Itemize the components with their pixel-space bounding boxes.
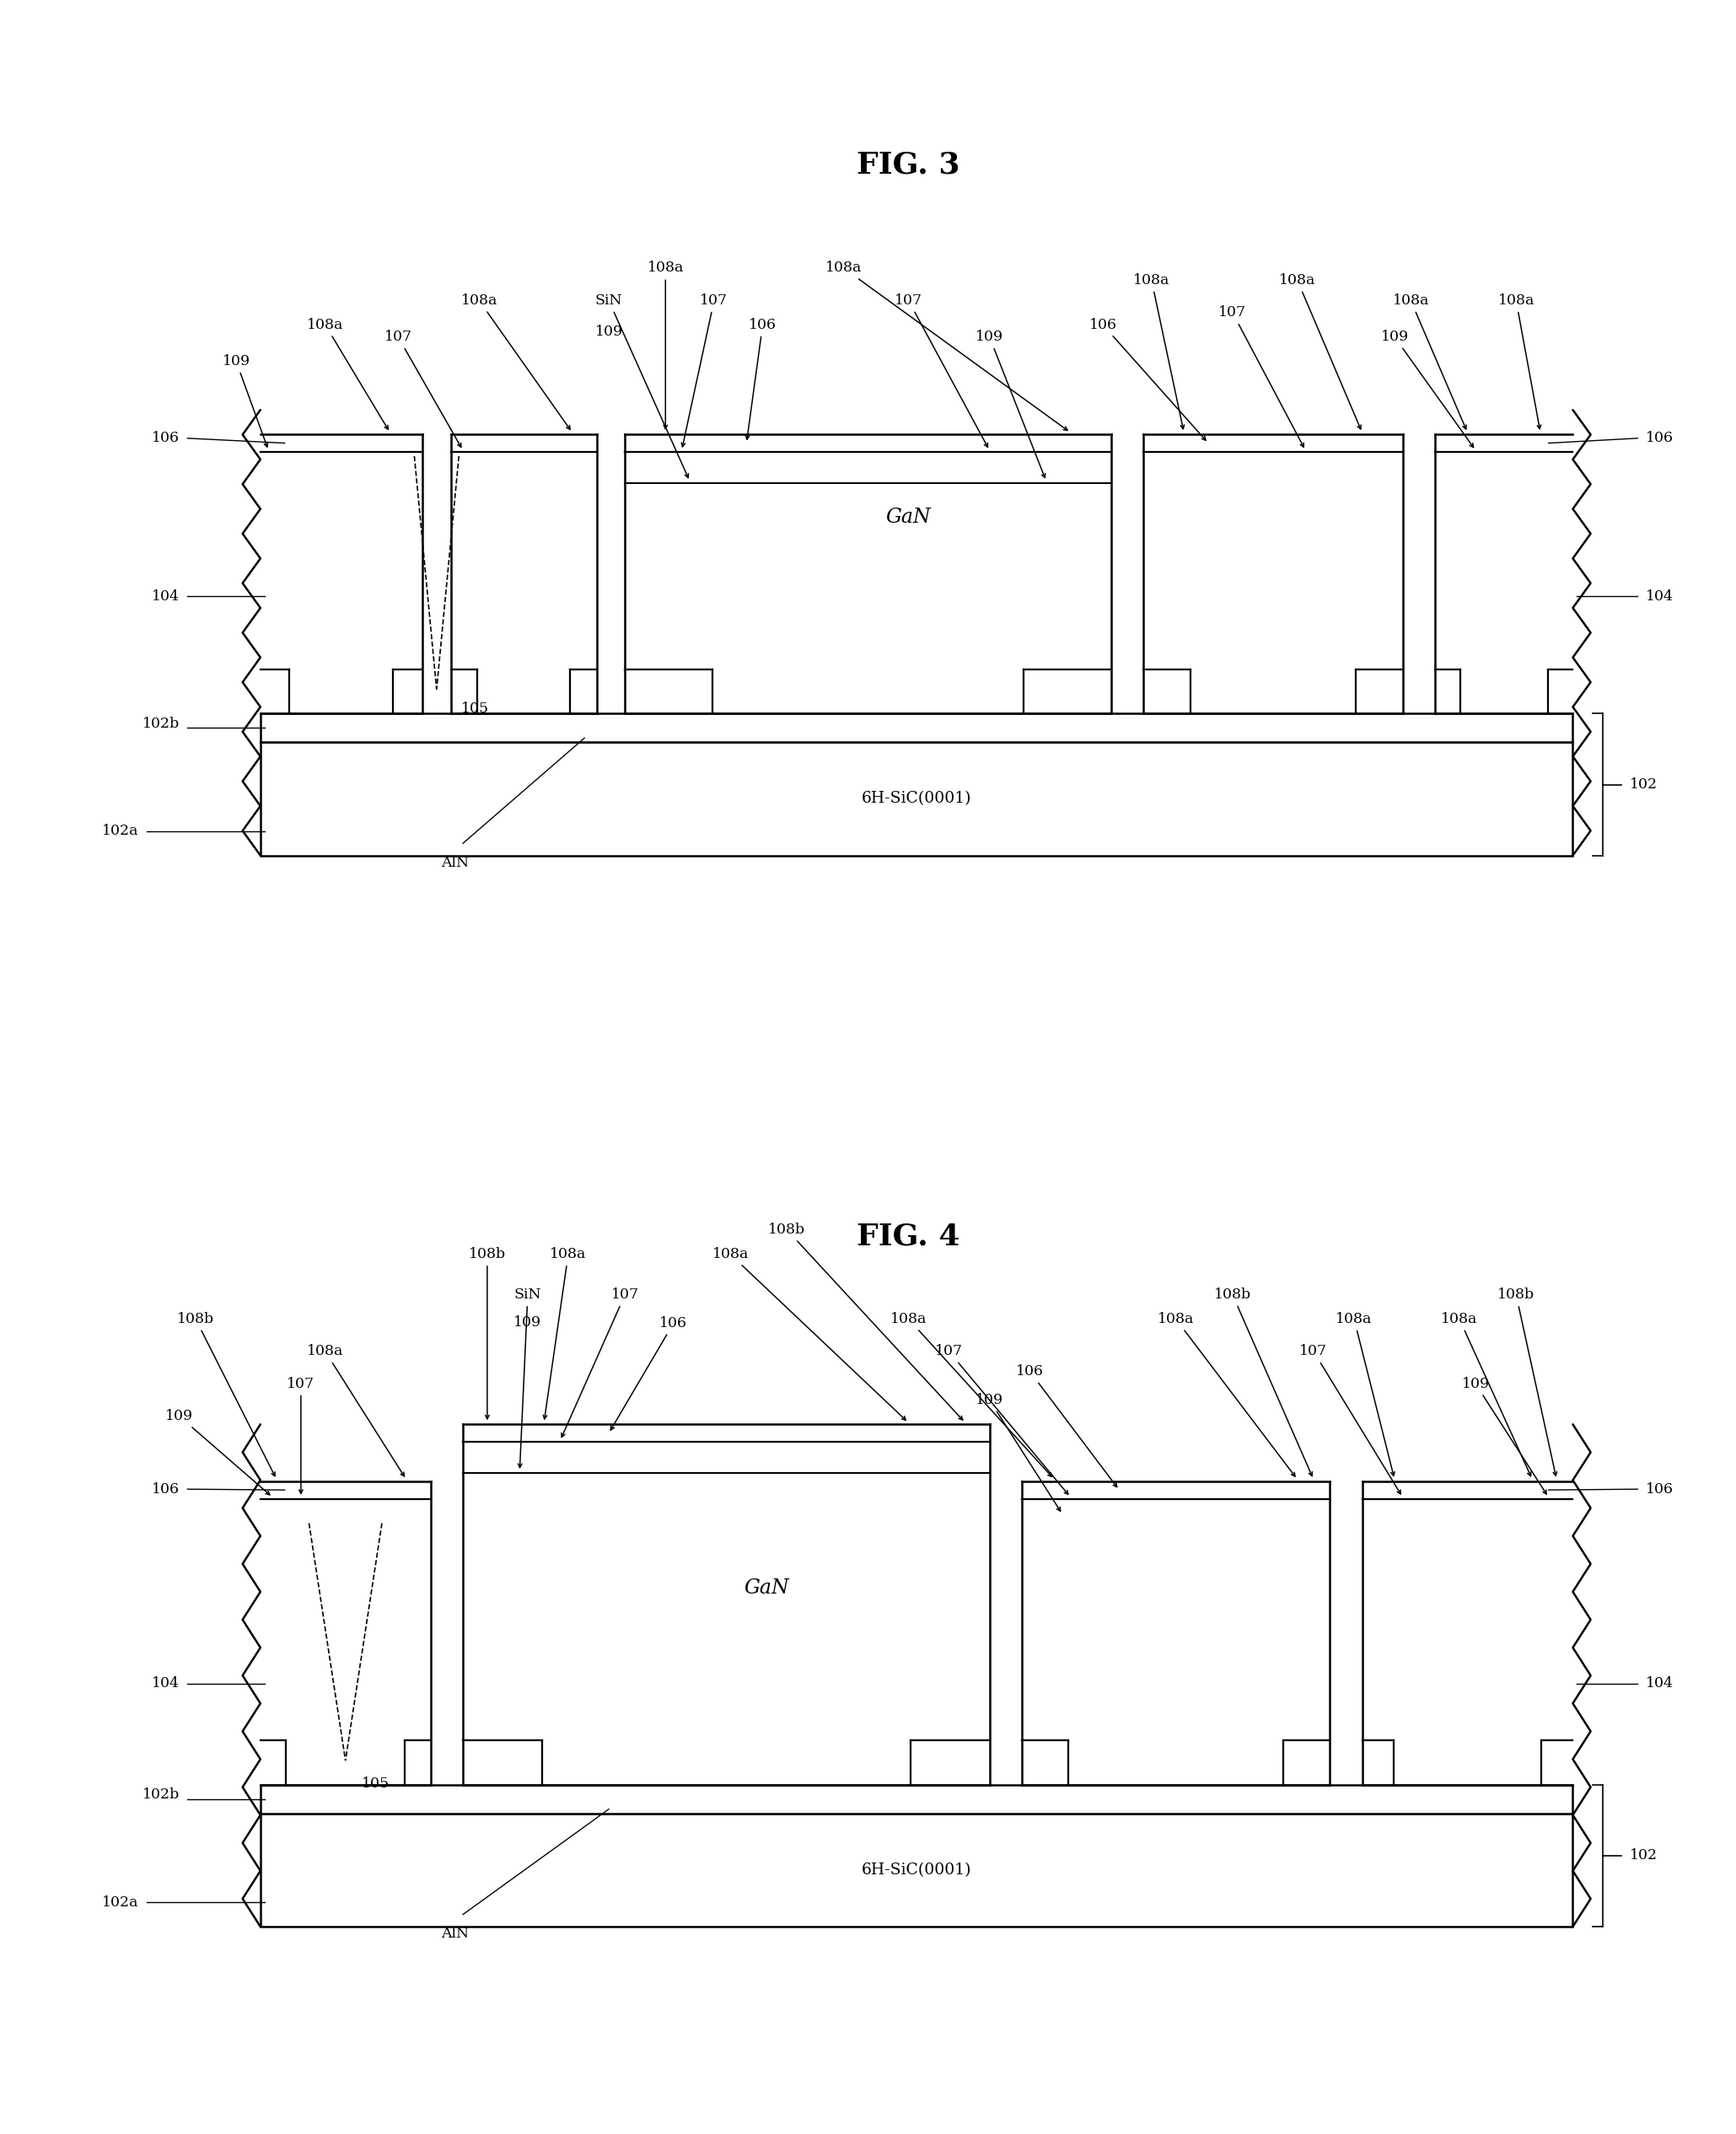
- Text: 108a: 108a: [1134, 273, 1184, 429]
- Text: 108a: 108a: [712, 1246, 906, 1419]
- Text: 106: 106: [151, 1481, 179, 1496]
- Text: 107: 107: [561, 1287, 639, 1436]
- Text: 108a: 108a: [1392, 292, 1467, 429]
- Text: 108a: 108a: [1498, 292, 1542, 429]
- Text: FIG. 4: FIG. 4: [858, 1223, 960, 1251]
- Text: 109: 109: [1462, 1376, 1547, 1494]
- Text: 102a: 102a: [102, 1895, 139, 1910]
- Text: 106: 106: [1646, 1481, 1674, 1496]
- Text: 102b: 102b: [142, 1788, 179, 1801]
- Text: 108a: 108a: [1441, 1312, 1531, 1477]
- Text: 106: 106: [151, 431, 179, 446]
- Text: 106: 106: [746, 318, 776, 440]
- Text: AlN: AlN: [441, 1927, 469, 1942]
- Text: 108a: 108a: [543, 1246, 587, 1419]
- Text: 108b: 108b: [177, 1312, 274, 1477]
- Text: FIG. 3: FIG. 3: [858, 152, 960, 179]
- Text: GaN: GaN: [885, 508, 930, 527]
- Bar: [260, 1814, 1573, 1927]
- Text: 6H-SiC(0001): 6H-SiC(0001): [861, 792, 972, 807]
- Text: 107: 107: [1300, 1344, 1401, 1494]
- Text: 107: 107: [682, 292, 727, 446]
- Text: 108a: 108a: [825, 260, 1068, 431]
- Text: 106: 106: [1016, 1364, 1116, 1487]
- Text: 107: 107: [894, 292, 988, 448]
- Text: 108a: 108a: [1279, 273, 1361, 429]
- Text: 104: 104: [151, 1677, 179, 1690]
- Text: 108a: 108a: [307, 318, 389, 429]
- Text: SiN: SiN: [595, 292, 689, 478]
- Text: 102a: 102a: [102, 824, 139, 839]
- Text: 108a: 108a: [648, 260, 684, 429]
- Text: 104: 104: [1646, 589, 1674, 604]
- Bar: [260, 713, 1573, 743]
- Text: 107: 107: [286, 1376, 314, 1494]
- Bar: [260, 1784, 1573, 1814]
- Text: SiN: SiN: [514, 1287, 542, 1468]
- Text: 109: 109: [514, 1315, 542, 1329]
- Text: 108a: 108a: [1158, 1312, 1295, 1477]
- Text: 108a: 108a: [1335, 1312, 1394, 1477]
- Text: 108b: 108b: [469, 1246, 505, 1419]
- Text: 106: 106: [611, 1317, 687, 1430]
- Text: 107: 107: [384, 331, 462, 448]
- Text: 109: 109: [165, 1408, 269, 1494]
- Text: 102b: 102b: [142, 717, 179, 732]
- Text: 108b: 108b: [1213, 1287, 1312, 1477]
- Text: 106: 106: [1088, 318, 1207, 440]
- Text: AlN: AlN: [441, 856, 469, 871]
- Text: 104: 104: [1646, 1677, 1674, 1690]
- Text: 107: 107: [1219, 305, 1304, 446]
- Text: 108a: 108a: [460, 292, 569, 429]
- Text: 109: 109: [1380, 331, 1474, 448]
- Text: 104: 104: [151, 589, 179, 604]
- Text: 108b: 108b: [769, 1223, 963, 1419]
- Text: 102: 102: [1630, 777, 1658, 792]
- Text: 109: 109: [976, 331, 1045, 478]
- Text: 109: 109: [222, 354, 267, 446]
- Text: 106: 106: [1646, 431, 1674, 446]
- Text: 107: 107: [936, 1344, 1068, 1494]
- Text: 105: 105: [462, 702, 490, 715]
- Text: 109: 109: [595, 324, 623, 339]
- Text: 6H-SiC(0001): 6H-SiC(0001): [861, 1863, 972, 1878]
- Text: 102: 102: [1630, 1848, 1658, 1863]
- Bar: [260, 743, 1573, 856]
- Text: 105: 105: [361, 1778, 389, 1790]
- Text: 108a: 108a: [891, 1312, 1052, 1477]
- Text: 108b: 108b: [1498, 1287, 1557, 1477]
- Text: 108a: 108a: [307, 1344, 404, 1477]
- Text: GaN: GaN: [745, 1579, 790, 1598]
- Text: 109: 109: [976, 1394, 1061, 1511]
